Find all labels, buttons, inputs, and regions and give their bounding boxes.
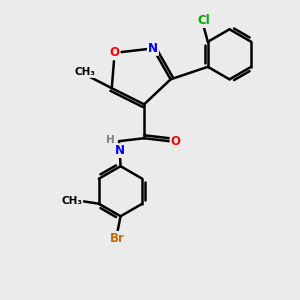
Text: Br: Br <box>110 232 125 245</box>
Text: O: O <box>171 135 181 148</box>
Text: O: O <box>110 46 120 59</box>
Text: CH₃: CH₃ <box>75 67 96 77</box>
Text: H: H <box>106 135 115 145</box>
Text: N: N <box>115 144 125 157</box>
Text: CH₃: CH₃ <box>61 196 82 206</box>
Text: Cl: Cl <box>197 14 210 27</box>
Text: N: N <box>148 42 158 55</box>
